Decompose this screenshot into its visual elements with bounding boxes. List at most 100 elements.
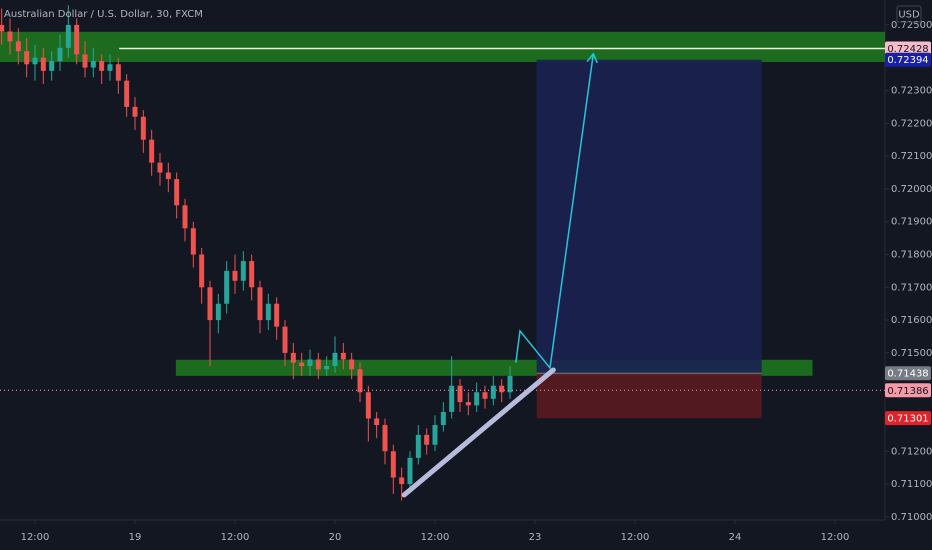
candle-body [215,303,221,321]
candle-body [332,352,338,367]
candle-body [482,392,488,399]
candle-body [474,392,480,406]
candle-body [32,57,38,65]
y-tick-label: 0.71200 [891,446,932,457]
price-badge-label: 0.71438 [887,369,928,380]
candle-body [365,392,371,419]
candle-body [499,385,505,393]
y-tick-label: 0.71600 [891,315,932,326]
candle-body [282,326,288,353]
y-tick-label: 0.71800 [891,250,932,261]
candle-body [457,385,463,403]
candle-body [357,369,363,393]
x-tick-label: 12:00 [821,532,850,543]
candle-body [74,24,80,55]
price-badge [885,366,931,381]
candle-body [24,51,30,65]
candle-body [224,270,230,304]
candle-body [424,434,430,445]
price-badge-label: 0.72428 [887,44,928,55]
candle-body [165,172,171,180]
candle-body [382,425,388,452]
candle-body [290,352,296,363]
price-badge [885,52,931,67]
candle-body [90,61,96,68]
candle-body [507,375,513,393]
y-tick-label: 0.71500 [891,348,932,359]
candle-body [265,303,271,321]
candle-body [374,418,380,426]
price-badge [885,383,931,398]
projection-path [515,53,595,370]
candle-body [432,425,438,445]
candle-body [49,61,55,71]
price-badge-label: 0.72394 [887,55,928,66]
trend-line [401,367,556,498]
x-tick-label: 12:00 [621,532,650,543]
candle-body [315,359,321,370]
x-tick-label: 12:00 [21,532,50,543]
y-tick-label: 0.72300 [891,86,932,97]
candle-body [324,366,330,370]
candle-body [115,64,121,81]
y-tick-label: 0.72500 [891,20,932,31]
candle-body [132,106,138,117]
y-tick-label: 0.72100 [891,151,932,162]
price-badge [885,411,931,426]
candle-body [415,434,421,458]
candle-body [190,228,196,255]
candle-body [240,261,246,281]
loss-zone [536,373,762,419]
candle-body [349,359,355,370]
candle-body [7,31,13,42]
currency-box [896,5,922,23]
chart-title: Australian Dollar / U.S. Dollar, 30, FXC… [4,9,203,20]
candle-body [232,270,238,281]
projection-arrowhead [586,52,598,64]
y-tick-label: 0.71100 [891,479,932,490]
candle-body [274,303,280,327]
x-tick-label: 12:00 [221,532,250,543]
candle-body [107,64,113,71]
x-tick-label: 20 [329,532,342,543]
candle-body [82,54,88,68]
candle-body [257,287,263,321]
y-tick-label: 0.71700 [891,282,932,293]
candle-body [140,116,146,140]
candle-body [207,287,213,321]
y-tick-label: 0.71000 [891,512,932,523]
price-badge-label: 0.71386 [887,386,928,397]
currency-label: USD [898,10,920,21]
candle-body [0,24,5,32]
candle-body [15,41,21,52]
candle-body [124,80,130,107]
candle-body [57,47,63,62]
candle-body [407,457,413,485]
candle-body [157,162,163,173]
candle-body [340,352,346,360]
x-tick-label: 23 [529,532,542,543]
y-tick-label: 0.72200 [891,118,932,129]
y-tick-label: 0.72000 [891,184,932,195]
x-tick-label: 24 [729,532,742,543]
candle-body [440,411,446,426]
price-badge [885,41,931,56]
x-tick-label: 19 [129,532,142,543]
candle-body [449,385,455,412]
price-badge-label: 0.71301 [887,414,928,425]
candle-body [249,261,255,288]
candle-body [65,24,71,48]
candle-body [490,385,496,399]
candle-body [40,57,46,71]
candle-body [199,254,205,288]
candle-body [390,451,396,478]
candle-body [307,359,313,367]
profit-zone [536,59,762,374]
candle-body [149,139,155,163]
candle-body [465,402,471,406]
candle-body [182,205,188,229]
candle-body [299,362,305,367]
